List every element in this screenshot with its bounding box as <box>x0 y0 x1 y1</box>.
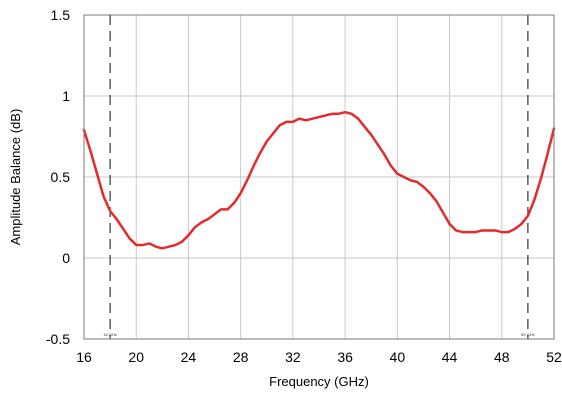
grid-lines <box>84 15 554 339</box>
band-edge-marker-label: 18 GHz <box>103 332 117 337</box>
x-tick-label: 16 <box>76 349 92 365</box>
x-tick-label: 28 <box>233 349 249 365</box>
x-tick-label: 40 <box>390 349 406 365</box>
x-tick-label: 44 <box>442 349 458 365</box>
amplitude-balance-series-line <box>82 110 556 250</box>
x-tick-label: 48 <box>494 349 510 365</box>
y-tick-label: 1 <box>62 88 70 104</box>
y-tick-label: 0 <box>62 250 70 266</box>
x-tick-labels: 16 20 24 28 32 36 40 44 48 52 <box>76 349 562 365</box>
series-layer <box>82 110 556 250</box>
x-tick-label: 52 <box>546 349 562 365</box>
x-tick-label: 36 <box>337 349 353 365</box>
band-edge-markers: 18 GHz 50 GHz <box>103 15 535 339</box>
y-tick-label: 0.5 <box>51 169 71 185</box>
x-tick-label: 24 <box>181 349 197 365</box>
y-tick-labels: -0.5 0 0.5 1 1.5 <box>46 7 70 347</box>
y-tick-label: -0.5 <box>46 331 70 347</box>
y-axis-title: Amplitude Balance (dB) <box>8 109 23 246</box>
band-edge-marker-label: 50 GHz <box>521 332 535 337</box>
x-axis-title: Frequency (GHz) <box>269 374 369 389</box>
x-tick-label: 20 <box>128 349 144 365</box>
x-tick-label: 32 <box>285 349 301 365</box>
plot-frame <box>83 14 555 340</box>
y-tick-label: 1.5 <box>51 7 71 23</box>
